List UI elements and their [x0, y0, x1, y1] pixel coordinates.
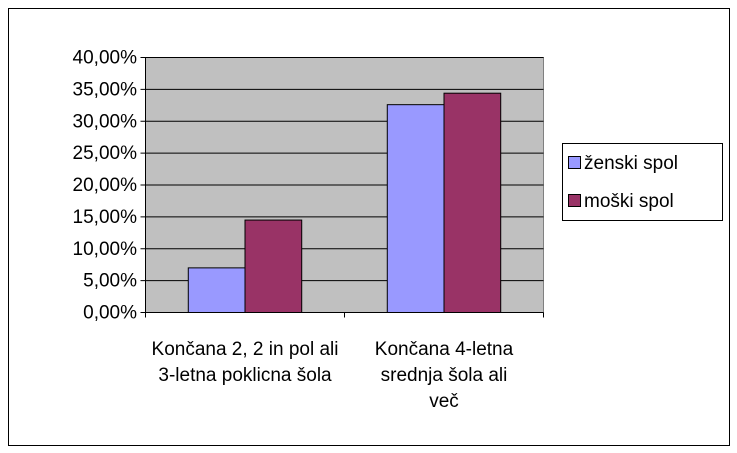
y-tick-label: 25,00% [73, 143, 138, 164]
bar [244, 219, 303, 313]
y-tick-label: 40,00% [73, 48, 138, 69]
legend-swatch [568, 156, 581, 169]
legend-box [562, 143, 723, 221]
y-tick-label: 10,00% [73, 239, 138, 260]
y-tick-label: 30,00% [73, 111, 138, 132]
x-tick-label: Končana 2, 2 in pol ali 3-letna poklicna… [151, 339, 339, 386]
legend-label: moški spol [584, 191, 674, 212]
y-tick-label: 5,00% [83, 271, 137, 292]
y-tick-label: 35,00% [73, 79, 138, 100]
bar [187, 267, 246, 313]
bar [443, 92, 502, 313]
legend-label: ženski spol [584, 153, 678, 174]
y-tick-label: 15,00% [73, 207, 138, 228]
x-tick-label: Končana 4-letna srednja šola ali več [374, 339, 514, 412]
bar [386, 104, 445, 313]
legend-swatch [568, 194, 581, 207]
y-tick-label: 20,00% [73, 175, 138, 196]
y-tick-label: 0,00% [83, 303, 137, 324]
